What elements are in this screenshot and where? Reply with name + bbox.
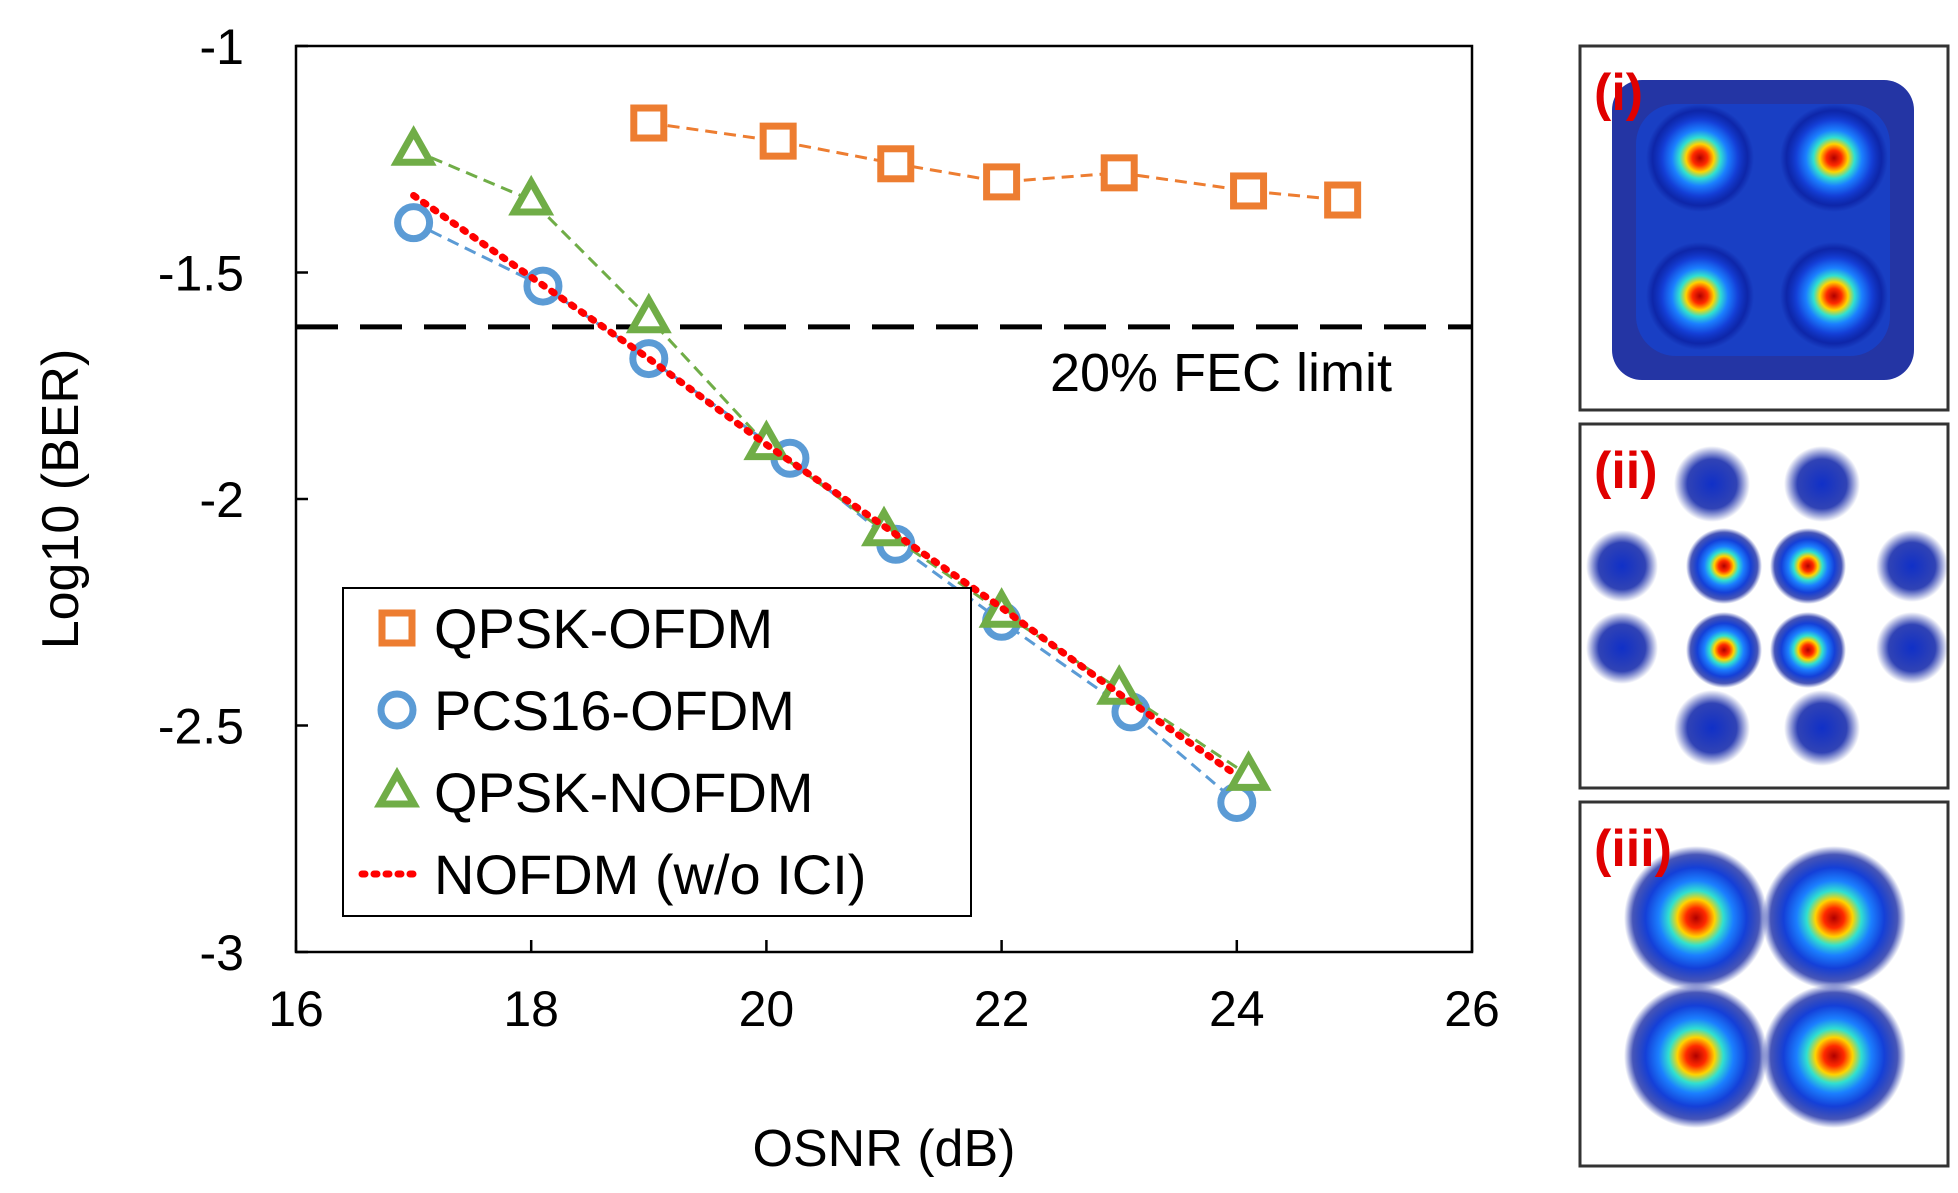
x-tick-label: 20: [739, 981, 795, 1037]
data-point: [508, 174, 555, 216]
constellation-inset-i: (i): [1578, 44, 1950, 412]
y-axis-ticks: -1 -1.5 -2 -2.5 -3: [158, 19, 308, 981]
legend: QPSK-OFDM PCS16-OFDM QPSK-NOFDM NOFDM (w/o …: [342, 587, 972, 917]
x-tick-label: 22: [974, 981, 1030, 1037]
data-point: [394, 203, 434, 243]
legend-swatch: [373, 766, 421, 808]
data-point: [1100, 154, 1138, 192]
data-point: [983, 163, 1021, 201]
y-tick-label: -2: [200, 472, 244, 528]
data-point: [1230, 172, 1268, 210]
x-axis-title: OSNR (dB): [753, 1120, 1016, 1178]
legend-item: QPSK-NOFDM: [373, 761, 814, 824]
x-axis-ticks: 16 18 20 22 24 26: [268, 940, 1500, 1037]
legend-label: QPSK-NOFDM: [434, 761, 814, 824]
y-tick-label: -2.5: [158, 699, 244, 755]
x-tick-label: 18: [503, 981, 559, 1037]
constellation-label-i: (i): [1594, 64, 1643, 122]
series-nofdm-w-o-ici: [410, 191, 1241, 779]
legend-label: NOFDM (w/o ICI): [434, 843, 866, 906]
y-axis-title: Log10 (BER): [32, 349, 90, 650]
legend-label: QPSK-OFDM: [434, 597, 773, 660]
legend-item: NOFDM (w/o ICI): [358, 843, 866, 906]
constellation-label-iii: (iii): [1594, 820, 1672, 878]
data-point: [1217, 783, 1257, 823]
constellation-label-ii: (ii): [1594, 442, 1658, 500]
x-tick-label: 26: [1444, 981, 1500, 1037]
data-point: [625, 292, 672, 334]
legend-swatch: [378, 609, 416, 647]
legend-item: PCS16-OFDM: [377, 679, 795, 742]
legend-swatch: [377, 690, 417, 730]
x-tick-label: 24: [1209, 981, 1265, 1037]
series-line: [410, 191, 1241, 779]
data-point: [1324, 181, 1362, 219]
legend-box: [342, 587, 972, 917]
data-point: [759, 122, 797, 160]
fec-limit-label: 20% FEC limit: [1050, 343, 1392, 403]
legend-item: QPSK-OFDM: [378, 597, 773, 660]
data-point: [877, 145, 915, 183]
legend-label: PCS16-OFDM: [434, 679, 795, 742]
constellation-inset-ii: (ii): [1578, 422, 1950, 790]
constellation-inset-iii: (iii): [1578, 800, 1950, 1168]
y-tick-label: -1: [200, 19, 244, 75]
data-point: [630, 104, 668, 142]
data-point: [390, 125, 437, 166]
y-tick-label: -1.5: [158, 246, 244, 302]
data-point: [1225, 750, 1272, 791]
x-tick-label: 16: [268, 981, 324, 1037]
series-layer: [390, 104, 1362, 823]
series-qpsk-ofdm: [630, 104, 1362, 219]
y-tick-label: -3: [200, 925, 244, 981]
